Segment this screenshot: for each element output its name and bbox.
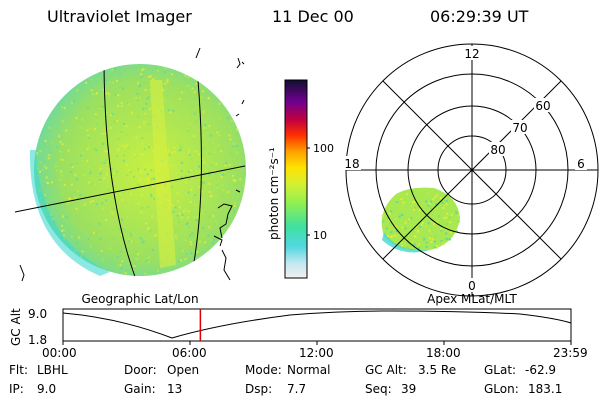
- ip-key: IP:: [9, 382, 24, 396]
- x-tick-1200: 12:00: [299, 346, 334, 360]
- mlat-label-70: 70: [512, 121, 527, 135]
- glat-key: GLat:: [484, 363, 517, 377]
- mlt-label-0: 0: [468, 279, 476, 293]
- x-tick-1800: 18:00: [426, 346, 461, 360]
- mlt-diagonal-2: [382, 80, 562, 260]
- bright-streak: [150, 80, 176, 268]
- geographic-caption: Geographic Lat/Lon: [81, 292, 198, 306]
- latitude-line: [14, 165, 246, 213]
- mlt-label-6: 6: [577, 157, 585, 171]
- apex-caption: Apex MLat/MLT: [427, 292, 517, 306]
- rim-cyan-glow: [29, 150, 110, 276]
- meridian-extension: [195, 47, 201, 59]
- coastline: [19, 57, 245, 282]
- gc-alt-key: GC Alt:: [365, 363, 407, 377]
- x-tick-0600: 06:00: [172, 346, 207, 360]
- uv-earth-disk: [34, 64, 246, 276]
- observation-time: 06:29:39 UT: [430, 7, 529, 26]
- mode-value: Normal: [287, 363, 331, 377]
- gain-value: 13: [167, 382, 183, 396]
- filter-key: Flt:: [9, 363, 28, 377]
- dsp-key: Dsp:: [245, 382, 273, 396]
- x-tick-2359: 23:59: [553, 346, 588, 360]
- colorbar-tick-100: 100: [313, 142, 334, 155]
- seq-value: 39: [401, 382, 417, 396]
- ip-value: 9.0: [37, 382, 57, 396]
- polar-grid-panel: 12 18 6 0 60 70 80: [343, 43, 599, 297]
- timeline-frame: [62, 308, 572, 342]
- meridian-line: [103, 64, 141, 276]
- glon-value: 183.1: [528, 382, 563, 396]
- gc-alt-value: 3.5 Re: [418, 363, 457, 377]
- filter-value: LBHL: [37, 363, 68, 377]
- observation-date: 11 Dec 00: [272, 7, 354, 26]
- altitude-timeline: 00:00 06:00 12:00 18:00 23:59 9.0 1.8 GC…: [9, 307, 588, 360]
- mlt-label-12: 12: [464, 47, 479, 61]
- colorbar-unit-label: photon cm⁻²s⁻¹: [267, 147, 281, 240]
- dsp-value: 7.7: [287, 382, 307, 396]
- door-value: Open: [167, 363, 200, 377]
- altitude-curve: [62, 310, 572, 339]
- mlat-label-60: 60: [535, 99, 550, 113]
- glon-key: GLon:: [484, 382, 519, 396]
- gain-key: Gain:: [124, 382, 156, 396]
- mlat-label-80: 80: [490, 143, 505, 157]
- glat-value: -62.9: [525, 363, 557, 377]
- x-tick-0000: 00:00: [42, 346, 77, 360]
- instrument-title: Ultraviolet Imager: [47, 7, 192, 26]
- color-scale-bar: 100 10 photon cm⁻²s⁻¹: [267, 79, 334, 279]
- seq-key: Seq:: [365, 382, 392, 396]
- timeline-y-label: GC Alt: [9, 308, 23, 346]
- door-key: Door:: [124, 363, 157, 377]
- y-tick-1-8: 1.8: [28, 333, 47, 347]
- mlt-label-18: 18: [344, 157, 359, 171]
- geographic-image-panel: [14, 47, 246, 282]
- colorbar-tick-10: 10: [313, 229, 327, 242]
- y-tick-9: 9.0: [28, 307, 47, 321]
- mode-key: Mode:: [245, 363, 282, 377]
